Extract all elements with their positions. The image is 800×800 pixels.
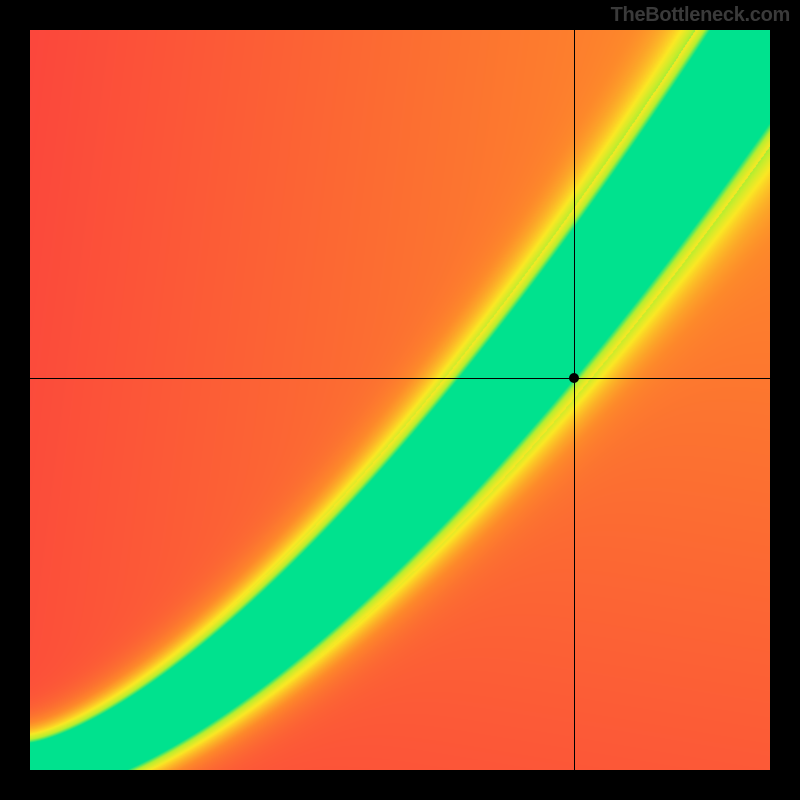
- attribution-text: TheBottleneck.com: [611, 0, 800, 30]
- plot-area: [30, 30, 770, 770]
- chart-frame: TheBottleneck.com: [0, 0, 800, 800]
- heatmap-canvas: [30, 30, 770, 770]
